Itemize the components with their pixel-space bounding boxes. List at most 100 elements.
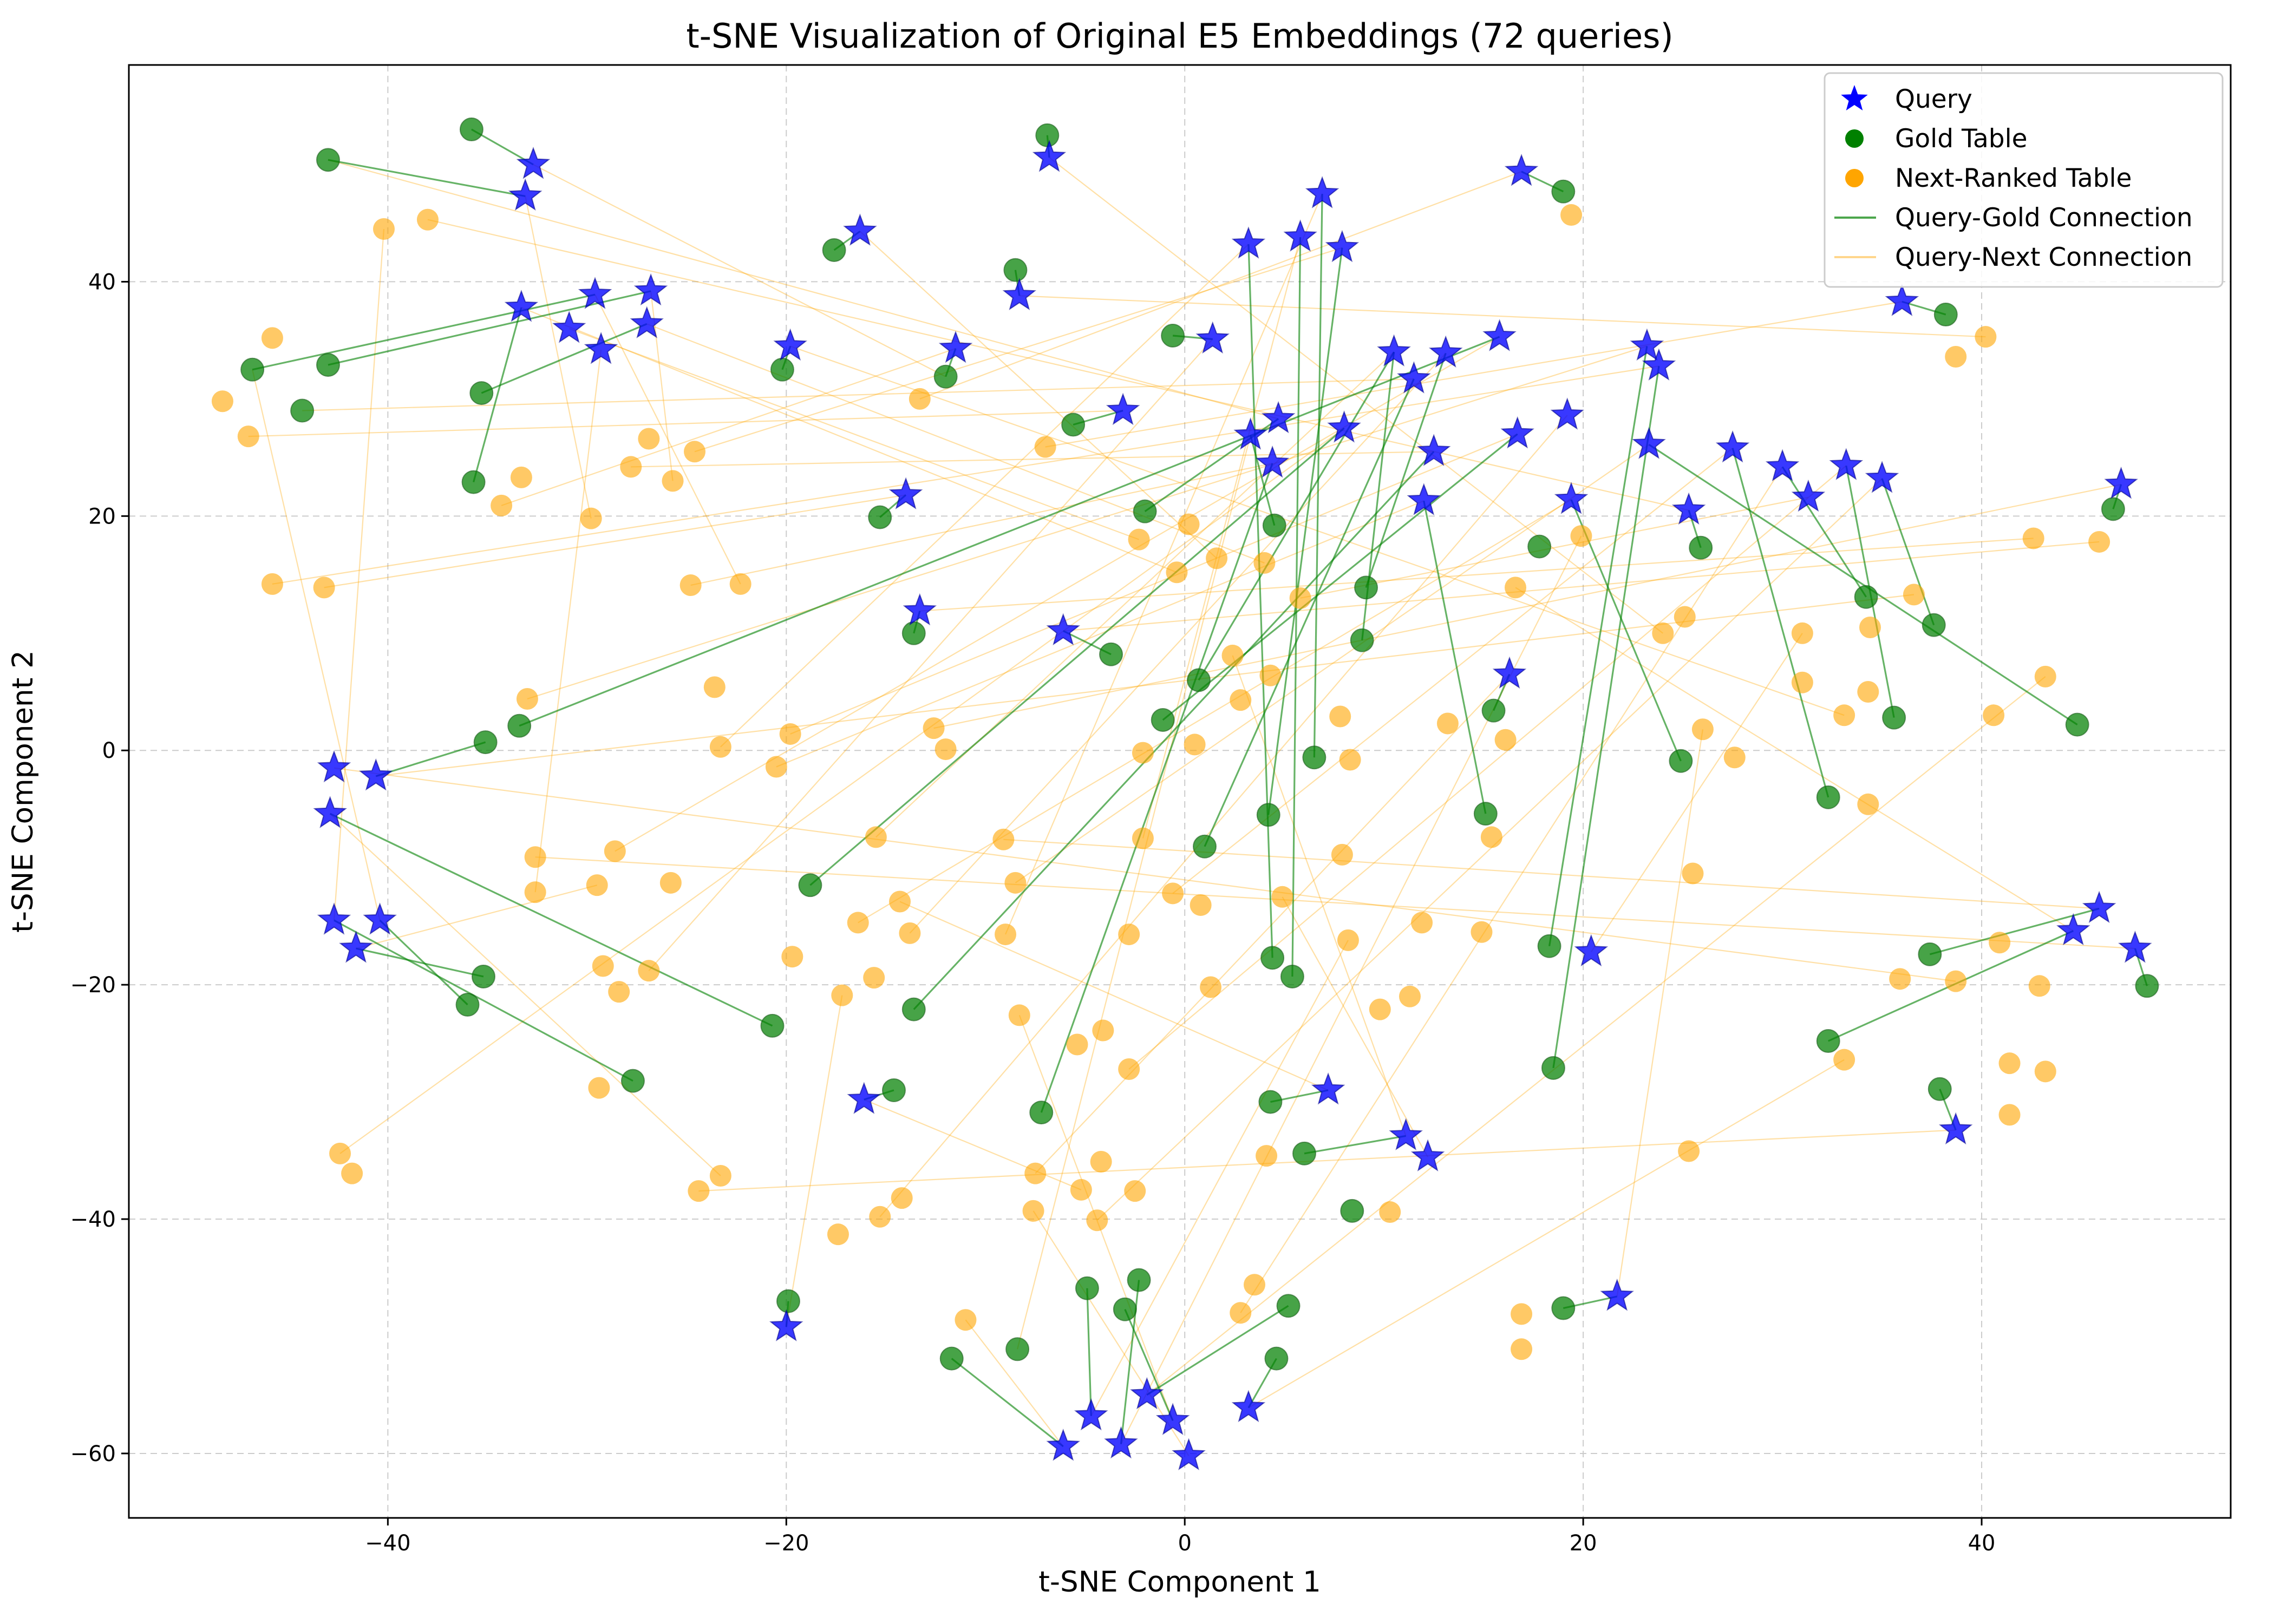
next-ranked-table-point xyxy=(313,577,335,599)
gold-table-point xyxy=(1481,698,1506,723)
x-tick-label: 0 xyxy=(1178,1531,1191,1556)
query-next-connection xyxy=(1515,587,2074,932)
next-ranked-table-point xyxy=(729,573,752,595)
gold-table-point xyxy=(473,730,498,755)
x-tick-label: −20 xyxy=(763,1531,809,1556)
next-ranked-table-point xyxy=(831,984,853,1006)
query-next-connection xyxy=(786,995,843,1327)
query-next-connection xyxy=(333,228,385,921)
query-point xyxy=(1865,461,1899,493)
next-ranked-table-point xyxy=(1034,436,1056,458)
gold-table-point xyxy=(2065,712,2089,737)
query-next-connection xyxy=(694,247,1343,453)
query-gold-connection xyxy=(1548,346,1648,946)
gold-table-point xyxy=(822,238,846,262)
query-point xyxy=(1550,397,1584,430)
next-ranked-table-point xyxy=(1008,1004,1030,1026)
gold-table-point xyxy=(316,353,340,377)
gold-table-point xyxy=(1882,705,1906,730)
query-next-connection xyxy=(648,338,1213,971)
gold-table-point xyxy=(1527,534,1552,559)
query-next-connection xyxy=(899,901,1329,1091)
query-gold-connection xyxy=(473,307,522,482)
next-ranked-table-point xyxy=(524,846,546,868)
gold-table-point xyxy=(471,964,495,988)
query-point xyxy=(633,273,668,306)
next-ranked-table-point xyxy=(1128,528,1150,551)
query-gold-connection xyxy=(1204,378,1415,847)
next-ranked-table-point xyxy=(827,1223,849,1246)
query-next-connection xyxy=(1146,676,2046,1396)
query-point xyxy=(363,902,397,935)
next-ranked-table-point xyxy=(1118,1058,1140,1080)
query-point xyxy=(1233,417,1267,450)
gold-table-point xyxy=(760,1013,785,1038)
next-ranked-table-point xyxy=(1570,525,1592,547)
query-point xyxy=(578,277,612,309)
query-next-connection xyxy=(1616,729,1703,1297)
query-gold-connection xyxy=(1648,443,2078,725)
query-gold-connection xyxy=(1881,478,1935,626)
query-point xyxy=(1283,219,1317,252)
next-ranked-table-point xyxy=(709,736,731,758)
legend-query-marker xyxy=(1841,85,1868,110)
next-ranked-table-point xyxy=(620,456,642,478)
next-ranked-table-point xyxy=(1253,552,1276,574)
query-point xyxy=(1002,278,1037,311)
next-ranked-table-point xyxy=(586,874,608,896)
query-next-connection xyxy=(1096,478,1883,1221)
query-next-connection xyxy=(790,433,1518,735)
gold-table-point xyxy=(1280,964,1304,988)
legend-entry-label: Query xyxy=(1895,84,1972,114)
gold-table-point xyxy=(1260,946,1285,970)
next-ranked-table-point xyxy=(1162,882,1184,905)
query-gold-connection xyxy=(951,1358,1064,1448)
query-point xyxy=(1574,934,1609,967)
next-ranked-table-point xyxy=(1859,616,1881,638)
query-next-connection xyxy=(1142,237,1301,839)
query-gold-connection xyxy=(334,919,633,1082)
query-point xyxy=(1410,1139,1445,1171)
gold-table-point xyxy=(776,1289,800,1313)
next-ranked-table-point xyxy=(688,1180,710,1202)
query-gold-connection xyxy=(1247,244,1273,958)
next-ranked-table-point xyxy=(992,828,1015,850)
gold-table-point xyxy=(881,1078,906,1102)
query-gold-connection xyxy=(1198,351,1395,681)
query-point xyxy=(773,328,807,361)
gold-table-point xyxy=(1099,642,1123,666)
next-ranked-table-point xyxy=(261,327,283,349)
query-next-connection xyxy=(534,349,602,893)
query-next-connection xyxy=(858,499,1572,924)
gold-table-point xyxy=(1256,803,1280,827)
query-point xyxy=(317,902,351,935)
next-ranked-table-point xyxy=(1494,729,1517,751)
next-ranked-table-point xyxy=(1480,826,1502,848)
query-next-connection xyxy=(776,500,1424,768)
query-next-connection xyxy=(875,351,1395,838)
next-ranked-table-point xyxy=(779,723,801,745)
next-ranked-table-point xyxy=(416,208,439,231)
gold-table-point xyxy=(1302,745,1327,770)
legend-box xyxy=(1824,72,2224,288)
next-ranked-table-point xyxy=(1511,1338,1533,1360)
next-ranked-table-point xyxy=(1200,976,1222,998)
query-point xyxy=(1325,230,1360,263)
query-point xyxy=(1765,449,1800,482)
next-ranked-table-point xyxy=(524,881,546,903)
gold-table-point xyxy=(1075,1276,1099,1300)
query-gold-connection xyxy=(481,323,648,394)
next-ranked-table-point xyxy=(1791,671,1813,693)
gold-table-point xyxy=(507,713,532,738)
next-ranked-table-point xyxy=(1471,921,1493,943)
next-ranked-table-point xyxy=(1331,843,1353,866)
gold-table-point xyxy=(901,997,926,1021)
gold-table-point xyxy=(1922,613,1946,637)
query-gold-connection xyxy=(1781,466,1867,598)
query-next-connection xyxy=(1590,633,1803,953)
next-ranked-table-point xyxy=(955,1309,977,1331)
gold-table-point xyxy=(1669,749,1693,773)
query-point xyxy=(1504,154,1539,186)
query-point xyxy=(358,758,393,791)
next-ranked-table-point xyxy=(765,756,787,778)
